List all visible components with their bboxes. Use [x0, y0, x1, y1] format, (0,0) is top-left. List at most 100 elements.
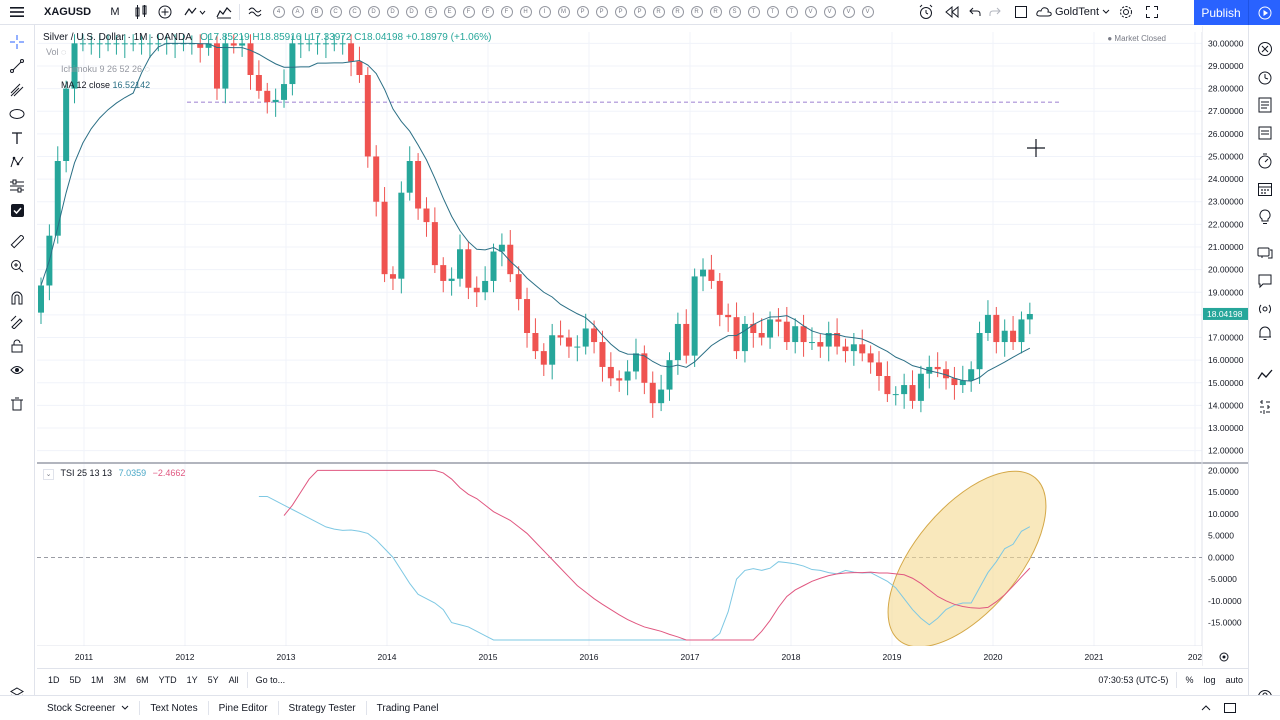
price-chart[interactable]: 30.00000 29.00000 28.00000 27.00000 26.00000…	[37, 26, 1248, 666]
favorite-drawing-button[interactable]: F	[462, 6, 475, 18]
trash-icon[interactable]	[8, 395, 26, 413]
favorite-drawing-button[interactable]: E	[424, 6, 437, 18]
crosshair-icon[interactable]	[8, 33, 26, 51]
replay-icon[interactable]	[941, 0, 963, 25]
favorite-drawing-button[interactable]: A	[291, 6, 304, 18]
publish-button[interactable]: Publish	[1194, 0, 1248, 25]
percent-scale-toggle[interactable]: %	[1185, 675, 1194, 685]
collapse-panel-icon[interactable]	[1196, 696, 1216, 720]
range-button[interactable]: 5D	[69, 674, 82, 685]
ideas-lightbulb-icon[interactable]	[1255, 207, 1275, 227]
range-button[interactable]: All	[228, 674, 239, 685]
hotlist-icon[interactable]	[1255, 123, 1275, 143]
indicators-icon[interactable]	[178, 0, 212, 25]
tab-text-notes[interactable]: Text Notes	[140, 696, 207, 720]
log-scale-toggle[interactable]: log	[1203, 675, 1216, 685]
collapse-chevron-icon[interactable]: ⌄	[43, 469, 54, 480]
calendar-icon[interactable]	[1255, 179, 1275, 199]
chart-area[interactable]: 30.00000 29.00000 28.00000 27.00000 26.00000…	[37, 26, 1248, 666]
favorite-drawing-button[interactable]: F	[481, 6, 494, 18]
pattern-tool-icon[interactable]	[8, 153, 26, 171]
play-icon[interactable]	[1248, 0, 1280, 25]
eye-icon[interactable]	[8, 361, 26, 379]
range-button[interactable]: YTD	[158, 674, 177, 685]
favorite-drawing-button[interactable]: M	[557, 6, 570, 18]
favorite-drawing-button[interactable]: R	[652, 6, 665, 18]
favorite-drawing-button[interactable]: V	[804, 6, 817, 18]
favorite-drawing-button[interactable]: T	[785, 6, 798, 18]
range-button[interactable]: 1D	[48, 674, 60, 685]
auto-scale-toggle[interactable]: auto	[1225, 675, 1243, 685]
interval-button[interactable]: M	[110, 6, 120, 18]
compare-add-icon[interactable]	[152, 0, 178, 25]
maximize-panel-icon[interactable]	[1220, 696, 1240, 720]
notifications-bell-icon[interactable]	[1255, 323, 1275, 343]
alert-waves-icon[interactable]	[243, 0, 269, 25]
watchlist-icon[interactable]	[1255, 39, 1275, 59]
fullscreen-square-icon[interactable]	[1011, 0, 1031, 25]
tab-pine-editor[interactable]: Pine Editor	[209, 696, 278, 720]
text-tool-icon[interactable]	[8, 129, 26, 147]
favorite-drawing-button[interactable]: E	[443, 6, 456, 18]
order-panel-icon[interactable]	[1255, 397, 1275, 417]
favorite-drawing-button[interactable]: T	[747, 6, 760, 18]
favorite-drawing-button[interactable]: P	[595, 6, 608, 18]
bar-style-icon[interactable]	[130, 0, 152, 25]
hamburger-menu-icon[interactable]	[0, 0, 34, 25]
favorite-drawing-button[interactable]: C	[329, 6, 342, 18]
data-window-icon[interactable]	[1255, 95, 1275, 115]
goto-button[interactable]: Go to...	[255, 674, 286, 685]
symbol-search[interactable]: XAGUSD	[44, 6, 92, 18]
ma-legend[interactable]: MA 12 close 16.52142	[61, 80, 150, 90]
trendline-icon[interactable]	[8, 57, 26, 75]
favorite-drawing-button[interactable]: P	[576, 6, 589, 18]
range-button[interactable]: 1Y	[186, 674, 198, 685]
zoom-in-icon[interactable]	[8, 257, 26, 275]
range-button[interactable]: 3M	[113, 674, 127, 685]
favorite-drawing-button[interactable]: R	[671, 6, 684, 18]
alerts-clock-icon[interactable]	[1255, 67, 1275, 87]
range-button[interactable]: 6M	[136, 674, 149, 685]
tab-trading-panel[interactable]: Trading Panel	[367, 696, 449, 720]
favorite-drawing-button[interactable]: D	[405, 6, 418, 18]
favorite-drawing-button[interactable]: 4	[272, 6, 285, 18]
layout-dropdown[interactable]: GoldTent	[1036, 0, 1110, 25]
chats-icon[interactable]	[1255, 243, 1275, 263]
magnet-icon[interactable]	[8, 289, 26, 307]
undo-icon[interactable]	[965, 0, 985, 25]
tab-stock-screener[interactable]: Stock Screener	[37, 696, 139, 720]
volume-legend[interactable]: Vol ◌	[46, 47, 66, 57]
favorite-drawing-button[interactable]: C	[348, 6, 361, 18]
timer-icon[interactable]	[1255, 151, 1275, 171]
favorite-drawing-button[interactable]: P	[633, 6, 646, 18]
favorite-drawing-button[interactable]: I	[538, 6, 551, 18]
prediction-tool-icon[interactable]	[8, 177, 26, 195]
favorite-drawing-button[interactable]: T	[766, 6, 779, 18]
redo-icon[interactable]	[985, 0, 1005, 25]
favorite-drawing-button[interactable]: S	[728, 6, 741, 18]
tsi-legend[interactable]: ⌄ TSI 25 13 13 7.0359 −2.4662	[43, 468, 185, 480]
fullscreen-icon[interactable]	[1142, 0, 1162, 25]
favorite-drawing-button[interactable]: V	[861, 6, 874, 18]
eye-off-icon[interactable]: ◌	[61, 47, 67, 57]
tab-strategy-tester[interactable]: Strategy Tester	[279, 696, 366, 720]
favorite-drawing-button[interactable]: R	[709, 6, 722, 18]
alarm-clock-icon[interactable]	[913, 0, 939, 25]
favorite-drawing-button[interactable]: H	[519, 6, 532, 18]
favorite-drawing-button[interactable]: D	[386, 6, 399, 18]
ruler-icon[interactable]	[8, 233, 26, 251]
favorite-drawing-button[interactable]: F	[500, 6, 513, 18]
templates-icon[interactable]	[212, 0, 236, 25]
eye-off-icon[interactable]: ◌	[144, 64, 150, 74]
icons-checkbox-icon[interactable]	[8, 201, 26, 219]
lock-icon[interactable]	[8, 337, 26, 355]
favorite-drawing-button[interactable]: B	[310, 6, 323, 18]
favorite-drawing-button[interactable]: V	[842, 6, 855, 18]
streams-icon[interactable]	[1255, 299, 1275, 319]
favorite-drawing-button[interactable]: R	[690, 6, 703, 18]
depth-chart-icon[interactable]	[1255, 365, 1275, 385]
clock-time[interactable]: 07:30:53 (UTC-5)	[1098, 675, 1169, 685]
settings-gear-icon[interactable]	[1116, 0, 1136, 25]
range-button[interactable]: 1M	[91, 674, 104, 685]
stay-drawing-icon[interactable]	[8, 313, 26, 331]
